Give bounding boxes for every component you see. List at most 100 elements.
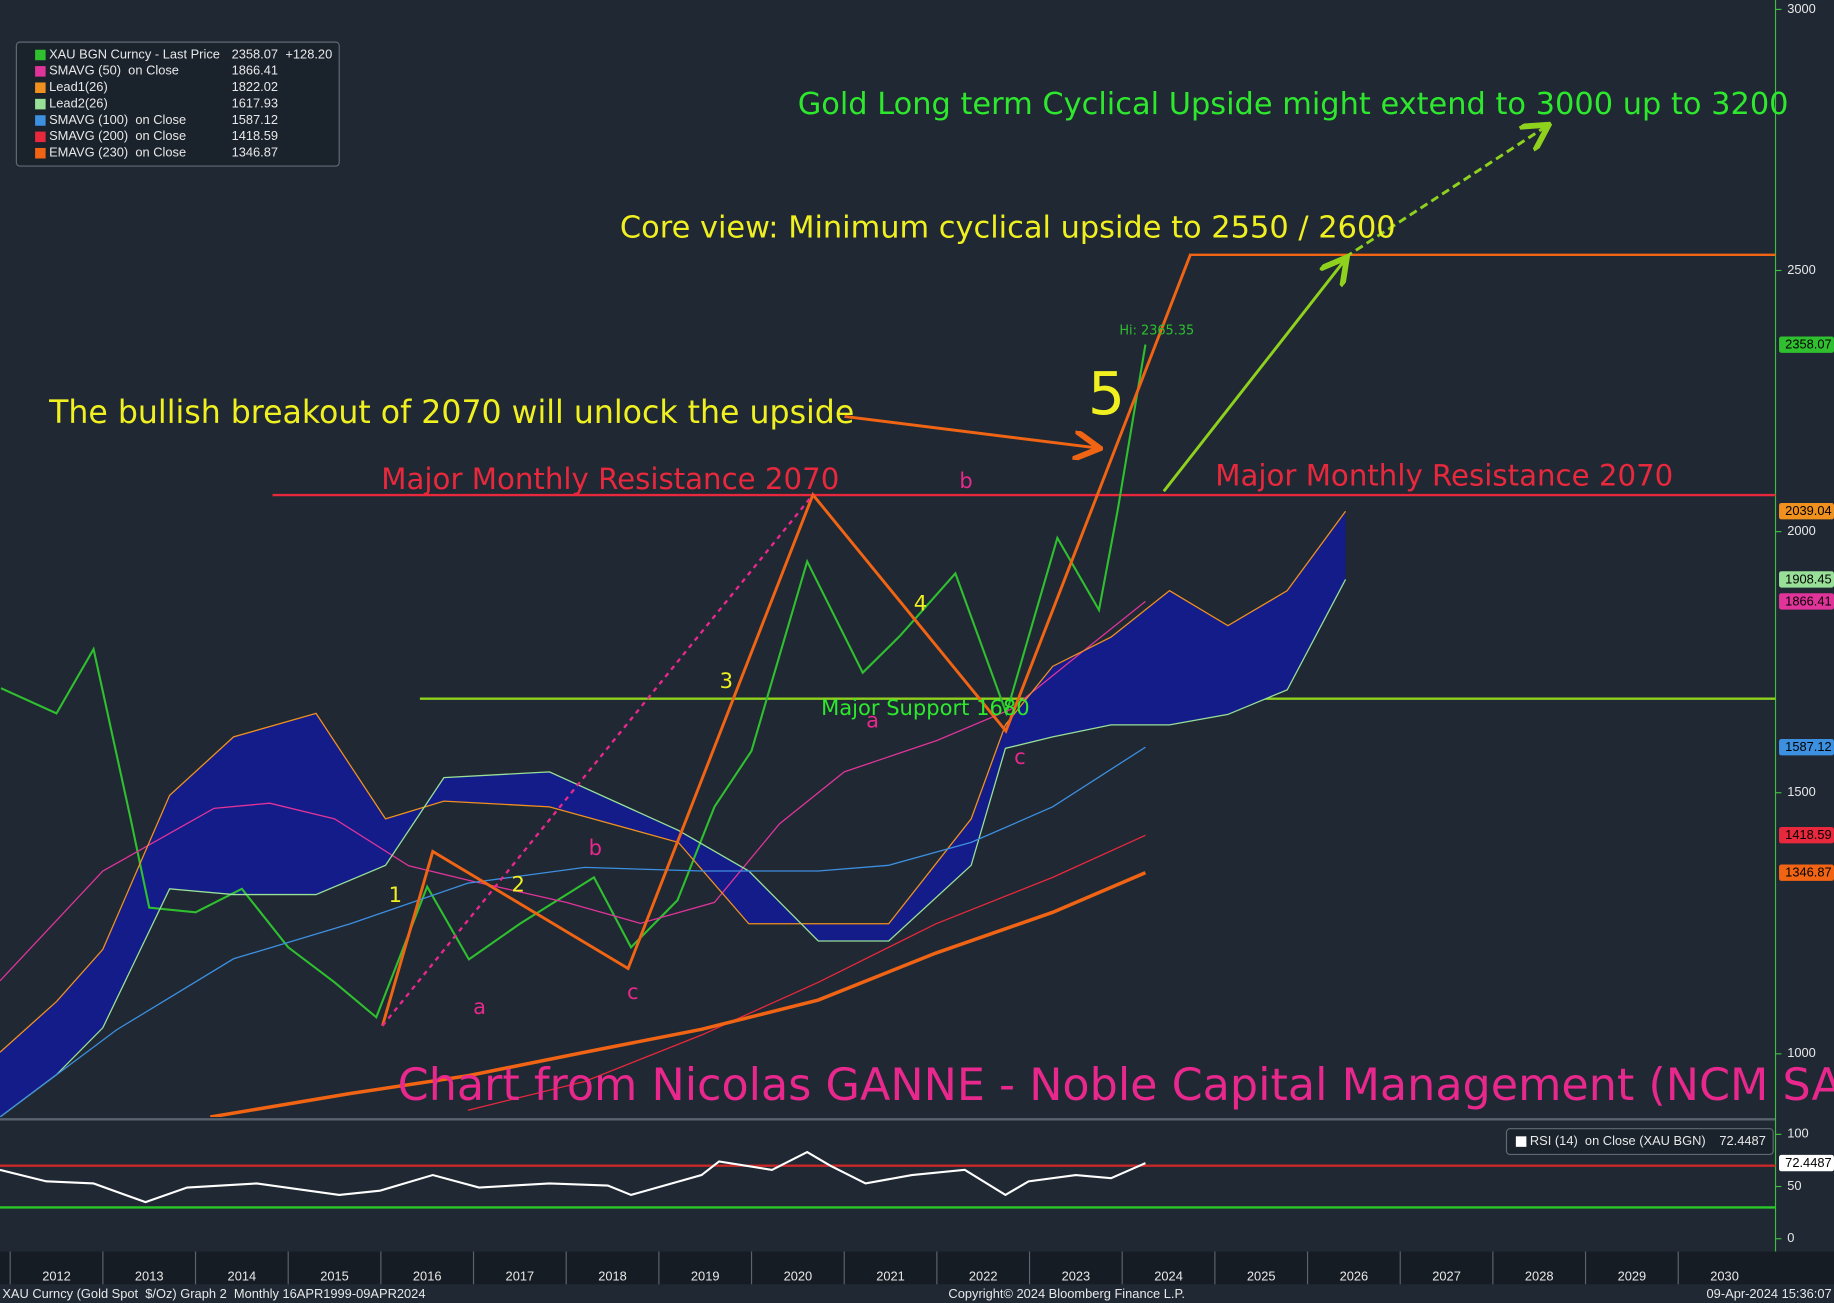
legend-swatch [35, 66, 46, 77]
price-tag [1779, 739, 1834, 756]
x-tick-label: 2019 [691, 1269, 720, 1284]
price-tag-label: 1346.87 [1785, 865, 1831, 880]
price-tag [1779, 864, 1834, 881]
wave-count-line [381, 253, 1193, 1027]
main-plot [0, 253, 1776, 1118]
annotation: a [866, 708, 879, 733]
legend-value: 1587.12 [232, 112, 278, 127]
price-tag [1779, 593, 1834, 610]
legend-swatch [35, 49, 46, 61]
legend-box [1505, 1128, 1774, 1156]
annotation: 1 [389, 882, 402, 907]
y-tick-label: 1500 [1787, 784, 1816, 799]
legend-name: EMAVG (230) on Close [49, 145, 186, 160]
x-tick-label: 2015 [320, 1269, 349, 1284]
annotation: Major Monthly Resistance 2070 [381, 462, 839, 496]
legend-swatch [35, 131, 46, 143]
legend-name: RSI (14) on Close (XAU BGN) [1530, 1133, 1706, 1148]
x-tick-label: 2017 [506, 1269, 535, 1284]
legend-value: 72.4487 [1719, 1133, 1765, 1148]
x-tick-label: 2023 [1062, 1269, 1091, 1284]
footer-text: 09-Apr-2024 15:36:07 [1707, 1286, 1832, 1301]
x-tick-label: 2026 [1340, 1269, 1369, 1284]
pointer-arrow [844, 414, 1097, 448]
price-tag-label: 1418.59 [1785, 827, 1831, 842]
series-line [0, 746, 1146, 1118]
legend-value: 1346.87 [232, 145, 278, 160]
price-tag-label: 1587.12 [1785, 739, 1831, 754]
x-tick-label: 2028 [1525, 1269, 1554, 1284]
ichimoku-cloud [0, 511, 1346, 1118]
series-line [0, 510, 1347, 1053]
target-arrow [1162, 260, 1345, 493]
legend-box [15, 41, 340, 167]
x-tick-label: 2027 [1432, 1269, 1461, 1284]
annotation: 2 [511, 871, 524, 896]
price-tag [1779, 827, 1834, 844]
x-tick-label: 2016 [413, 1269, 442, 1284]
legend-name: SMAVG (100) on Close [49, 112, 186, 127]
footer-text: XAU Curncy (Gold Spot $/Oz) Graph 2 Mont… [2, 1286, 425, 1301]
legend-name: SMAVG (50) on Close [49, 63, 179, 78]
price-tag [1779, 1154, 1834, 1172]
annotation: b [959, 468, 972, 493]
annotation: Gold Long term Cyclical Upside might ext… [798, 87, 1789, 122]
x-tick-label: 2014 [228, 1269, 257, 1284]
legend-value: 1617.93 [232, 95, 278, 110]
annotation: Hi: 2365.35 [1119, 324, 1194, 339]
x-tick-label: 2021 [876, 1269, 905, 1284]
x-tick-label: 2024 [1154, 1269, 1183, 1284]
legend-value: 1866.41 [232, 63, 278, 78]
legend-swatch [35, 115, 46, 126]
annotation: b [589, 835, 602, 860]
footer-text: Copyright© 2024 Bloomberg Finance L.P. [948, 1286, 1185, 1301]
drawings [381, 126, 1546, 1027]
annotation: 3 [720, 668, 733, 693]
legend-name: XAU BGN Curncy - Last Price [49, 46, 220, 61]
price-tag-label: 1908.45 [1785, 571, 1831, 586]
projection-line [381, 494, 814, 1027]
price-tag [1779, 336, 1834, 353]
annotation: Major Monthly Resistance 2070 [1215, 459, 1673, 493]
x-tick-label: 2018 [598, 1269, 627, 1284]
annotation: Chart from Nicolas GANNE - Noble Capital… [398, 1060, 1834, 1111]
series-line [0, 1150, 1146, 1204]
annotation: a [473, 994, 486, 1019]
legend-value: 1418.59 [232, 128, 278, 143]
legend-swatch [35, 82, 46, 93]
x-tick-label: 2020 [784, 1269, 813, 1284]
annotation: Major Support 1680 [821, 695, 1030, 720]
annotation: Core view: Minimum cyclical upside to 25… [620, 211, 1396, 246]
legend-value: 2358.07 [232, 46, 278, 61]
series-line [0, 344, 1147, 1019]
rsi-plot [0, 1150, 1776, 1209]
annotation: The bullish breakout of 2070 will unlock… [48, 395, 854, 431]
x-tick-label: 2012 [42, 1269, 71, 1284]
series-line [0, 600, 1146, 982]
y-tick-label: 1000 [1787, 1045, 1816, 1060]
price-tag-label: 2358.07 [1785, 337, 1831, 352]
x-tick-label: 2030 [1710, 1269, 1739, 1284]
x-tick-label: 2029 [1618, 1269, 1647, 1284]
y-tick-label: 2500 [1787, 262, 1816, 277]
annotation: c [1014, 744, 1026, 769]
price-tag [1779, 503, 1834, 520]
y-tick-label: 0 [1787, 1230, 1794, 1245]
legend-name: Lead1(26) [49, 79, 108, 94]
price-tag-label: 2039.04 [1785, 503, 1831, 518]
series-line [467, 834, 1146, 1111]
y-tick-label: 2000 [1787, 523, 1816, 538]
x-axis-band [0, 1251, 1834, 1285]
y-tick-label: 50 [1787, 1178, 1801, 1193]
annotation: 5 [1088, 360, 1125, 428]
legend-swatch [1515, 1136, 1527, 1147]
x-tick-label: 2013 [135, 1269, 164, 1284]
price-tag-label: 1866.41 [1785, 593, 1831, 608]
legend-swatch [35, 147, 46, 159]
legend-change: +128.20 [285, 46, 332, 61]
legend-value: 1822.02 [232, 79, 278, 94]
annotation: 4 [914, 591, 927, 616]
